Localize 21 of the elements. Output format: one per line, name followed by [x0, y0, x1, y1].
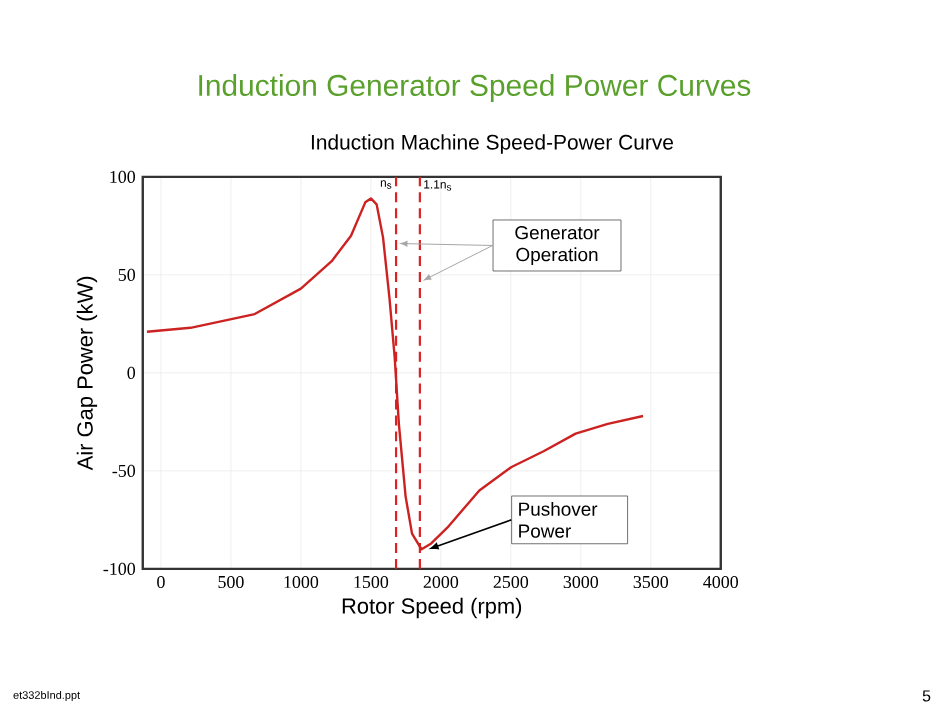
x-axis-title: Rotor Speed (rpm)	[342, 597, 522, 619]
chart-subtitle: Induction Machine Speed-Power Curve	[311, 134, 673, 154]
x-tick-label: 2000	[423, 575, 459, 589]
x-tick-label: 0	[157, 575, 165, 589]
chart-title: Induction Generator Speed Power Curves	[199, 74, 751, 102]
x-tick-label: 3500	[633, 575, 669, 589]
annotation: Generator Operation	[515, 225, 600, 266]
x-tick-label: 4000	[703, 575, 739, 589]
x-tick-label: 3000	[563, 575, 599, 589]
x-tick-label: 500	[218, 575, 244, 589]
y-axis-title: Air Gap Power (kW)	[76, 276, 98, 471]
x-tick-label: 2500	[493, 575, 529, 589]
annotation: Pushover Power	[519, 501, 598, 538]
x-tick-label: 1000	[284, 575, 319, 589]
y-tick-label: 50	[118, 268, 136, 281]
y-tick-label: 0	[127, 366, 136, 379]
x-tick-label: 1500	[354, 575, 389, 589]
y-tick-label: -100	[103, 562, 136, 575]
line-series	[145, 197, 645, 551]
y-tick-label: -50	[112, 464, 136, 477]
y-tick-label: 100	[110, 170, 136, 183]
